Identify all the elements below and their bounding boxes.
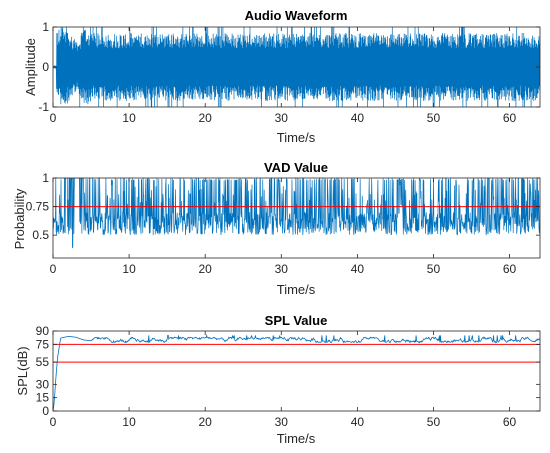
y-tick-label: 0.75 [26, 200, 50, 214]
series-line-spl [53, 333, 540, 411]
chart-title: VAD Value [264, 160, 328, 175]
panel-audio-waveform: Audio Waveform Amplitude Time/s 0 10 20 30 4… [23, 8, 541, 145]
x-tick-label: 30 [275, 415, 289, 429]
x-tick-label: 40 [351, 415, 365, 429]
panel-vad-value: VAD Value Probability Time/s 0 10 20 30 40 50… [12, 160, 541, 297]
x-tick-label: 40 [351, 111, 365, 125]
series-line-waveform [53, 27, 540, 107]
x-tick-label: 50 [427, 262, 441, 276]
y-tick-label: 0.5 [32, 228, 49, 242]
x-tick-label: 30 [275, 262, 289, 276]
axes-box [52, 177, 541, 259]
y-tick-label: -1 [38, 100, 49, 114]
x-tick-label: 10 [122, 111, 136, 125]
y-tick-label: 0 [42, 60, 49, 74]
x-tick-label: 10 [122, 415, 136, 429]
y-axis-label: SPL(dB) [15, 346, 30, 395]
x-tick-label: 20 [199, 262, 213, 276]
axes-box [52, 330, 541, 412]
y-axis-label: Probability [12, 188, 27, 249]
x-tick-label: 0 [50, 415, 57, 429]
x-tick-label: 30 [275, 111, 289, 125]
y-tick-label: 15 [36, 391, 50, 405]
x-axis-label: Time/s [277, 282, 316, 297]
plot-area [53, 178, 540, 249]
y-tick-label: 1 [42, 171, 49, 185]
x-axis-label: Time/s [277, 431, 316, 446]
x-tick-label: 20 [199, 415, 213, 429]
chart-title: Audio Waveform [245, 8, 348, 23]
x-tick-label: 60 [503, 262, 517, 276]
x-axis-label: Time/s [277, 130, 316, 145]
y-tick-label: 55 [36, 355, 50, 369]
x-tick-label: 20 [199, 111, 213, 125]
y-tick-label: 0 [42, 404, 49, 418]
x-tick-label: 60 [503, 415, 517, 429]
x-tick-label: 60 [503, 111, 517, 125]
plot-area [53, 27, 540, 107]
x-tick-label: 50 [427, 415, 441, 429]
series-line-vad [53, 178, 540, 249]
y-tick-label: 90 [36, 324, 50, 338]
y-tick-label: 30 [36, 377, 50, 391]
y-tick-label: 75 [36, 337, 50, 351]
panel-spl-value: SPL Value SPL(dB) Time/s 0 10 20 30 40 50 60 01… [15, 313, 541, 446]
y-axis-label: Amplitude [23, 38, 38, 96]
x-tick-label: 0 [50, 262, 57, 276]
x-tick-label: 50 [427, 111, 441, 125]
plot-area [53, 333, 540, 411]
x-tick-label: 10 [122, 262, 136, 276]
x-tick-label: 40 [351, 262, 365, 276]
chart-title: SPL Value [265, 313, 328, 328]
y-tick-label: 1 [42, 20, 49, 34]
x-tick-label: 0 [50, 111, 57, 125]
